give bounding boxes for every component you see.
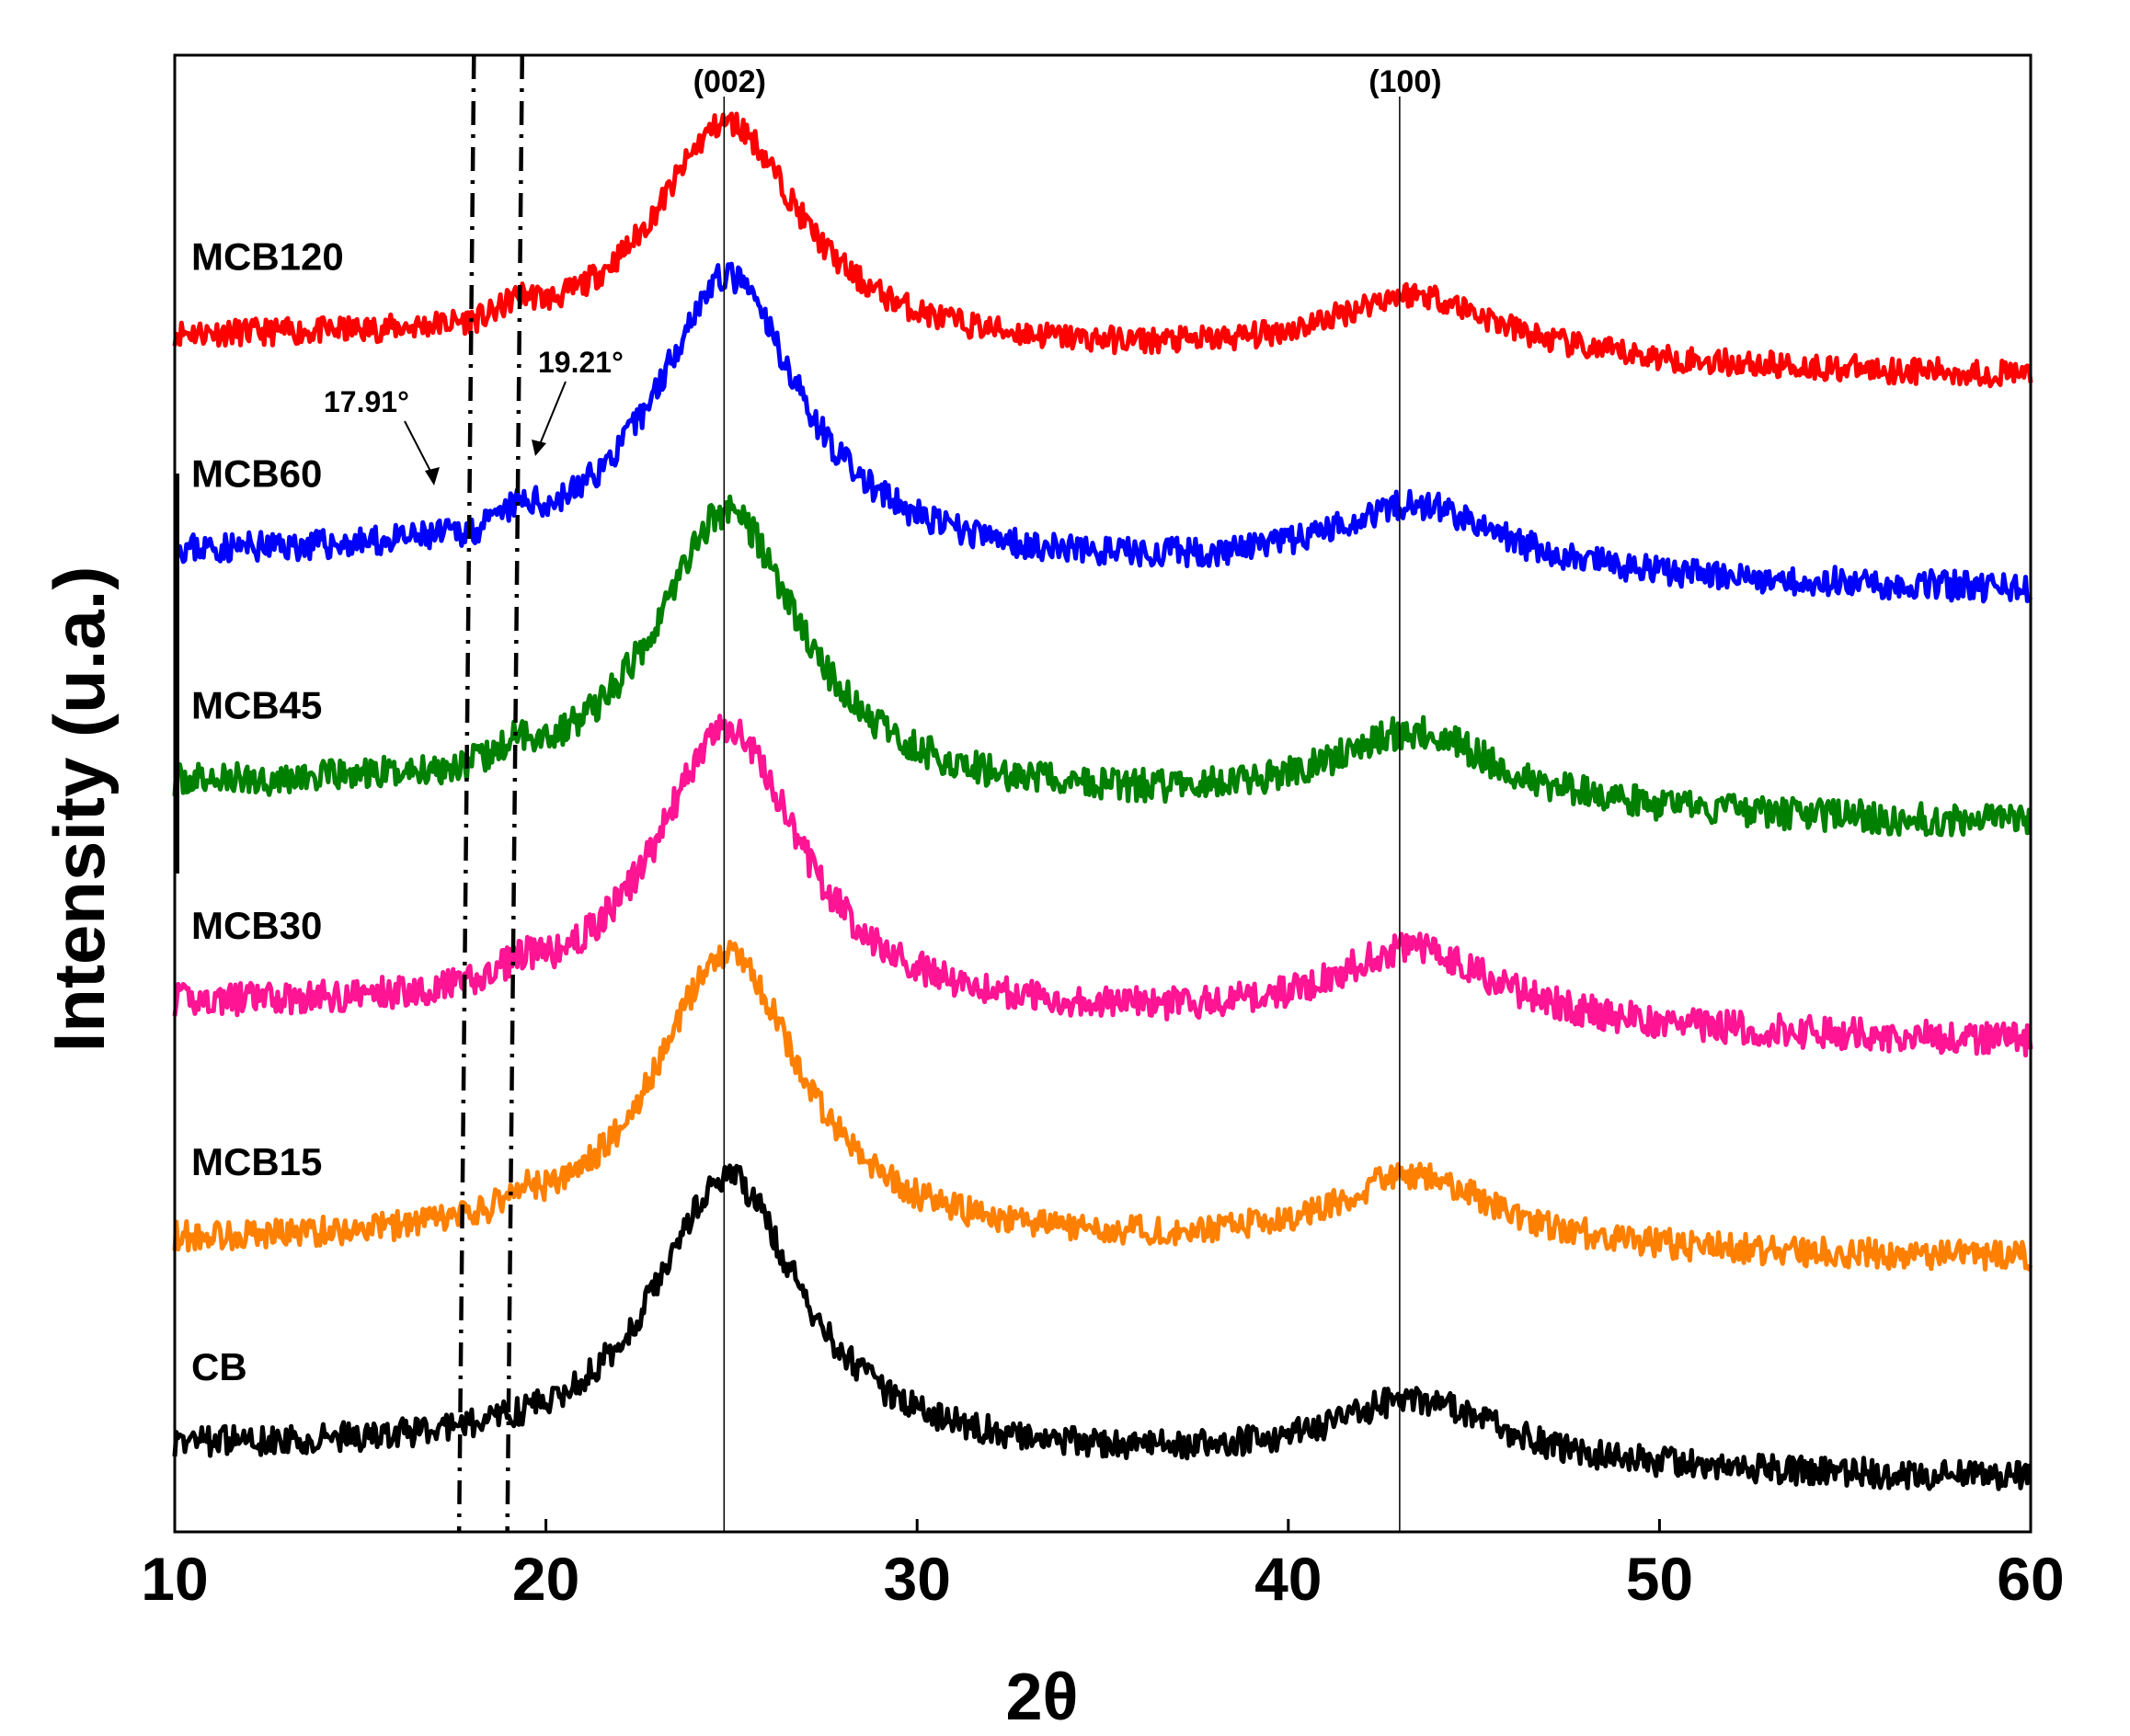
series-mcb45-trace [172, 494, 2032, 838]
y-axis-title: Intensity (u.a.) [39, 566, 120, 1053]
x-tick-label-10: 10 [141, 1545, 208, 1613]
x-tick-label-60: 60 [1997, 1545, 2064, 1613]
x-tick-label-30: 30 [883, 1545, 950, 1613]
reference-annotations: 17.91° 19.21° [324, 346, 624, 485]
annotation-19-21: 19.21° [538, 346, 624, 379]
series-label-mcb15: MCB15 [191, 1140, 322, 1183]
annotation-arrowhead-19-21 [532, 440, 546, 456]
reference-lines [176, 54, 1401, 1533]
peak-label-2: (100) [1368, 64, 1441, 99]
annotation-arrowhead-17-91 [425, 467, 440, 485]
annotation-arrow-19-21 [537, 381, 567, 450]
series-layer [172, 111, 2033, 1491]
series-mcb15-trace [172, 940, 2033, 1272]
series-label-mcb60: MCB60 [191, 451, 322, 495]
series-mcb120-trace [172, 111, 2033, 389]
plot-frame [173, 53, 2033, 1534]
series-mcb30-trace [172, 714, 2033, 1058]
x-axis-title: 2θ [1006, 1661, 1079, 1734]
series-label-mcb45: MCB45 [191, 684, 322, 727]
series-label-mcb120: MCB120 [191, 234, 344, 278]
series-labels: MCB120 MCB60 MCB45 MCB30 MCB15 CB [191, 234, 344, 1388]
reference-line-2 [505, 54, 525, 1533]
annotation-arrow-17-91 [404, 420, 435, 479]
series-mcb60-trace [173, 261, 2033, 604]
annotation-17-91: 17.91° [324, 385, 409, 418]
series-cb-trace [172, 1163, 2032, 1491]
reference-line-1 [456, 54, 476, 1533]
series-label-cb: CB [191, 1345, 247, 1388]
x-tick-label-50: 50 [1626, 1545, 1693, 1613]
x-tick-label-40: 40 [1254, 1545, 1322, 1613]
peak-labels: (002) (100) [693, 64, 1442, 99]
series-label-mcb30: MCB30 [191, 904, 322, 947]
peak-label-1: (002) [693, 64, 766, 99]
x-axis-ticks: 10 20 30 40 50 60 [141, 1519, 2065, 1613]
x-tick-label-20: 20 [512, 1545, 579, 1613]
